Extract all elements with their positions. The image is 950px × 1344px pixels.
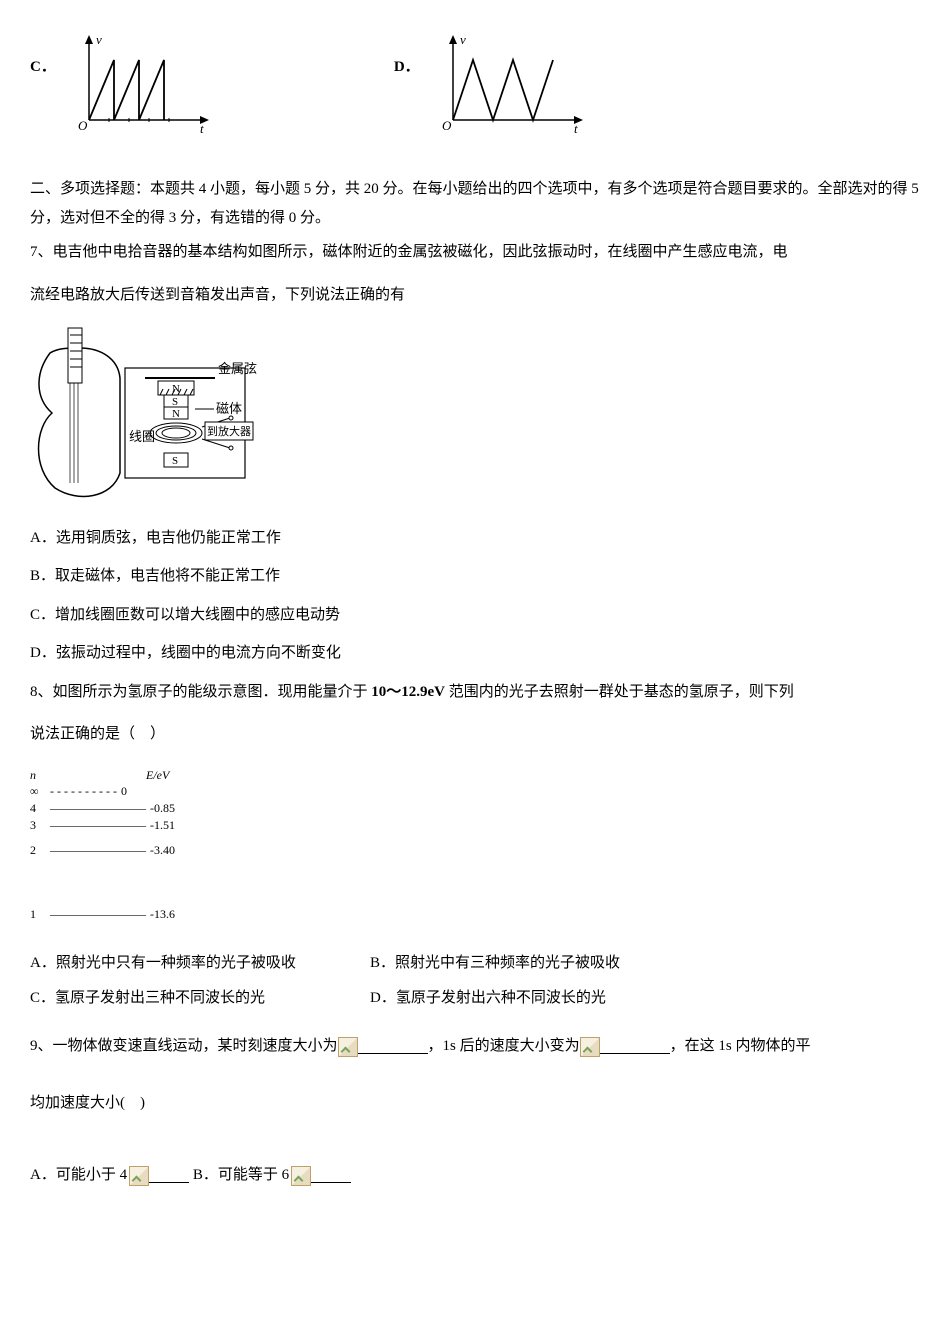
q7-choice-d: D．弦振动过程中，线圈中的电流方向不断变化 xyxy=(30,639,920,668)
q7-stem-line2: 流经电路放大后传送到音箱发出声音，下列说法正确的有 xyxy=(30,281,920,310)
q9-choice-b: B．可能等于 6 xyxy=(193,1161,351,1190)
q8-level-n-2: 2 xyxy=(30,842,46,859)
q7-label-s-top: S xyxy=(172,396,178,408)
q9-stem: 9、一物体做变速直线运动，某时刻速度大小为 ，1s 后的速度大小变为 ，在这 1… xyxy=(30,1032,810,1061)
q8-range: 10～12.9eV xyxy=(371,684,445,700)
broken-image-icon xyxy=(129,1166,149,1186)
q9-stem-p2: ，1s 后的速度大小变为 xyxy=(428,1032,580,1061)
q8-level-e-1: -13.6 xyxy=(150,906,175,923)
q7-label-coil: 线圈 xyxy=(129,429,155,444)
q9-choice-a-text: A．可能小于 4 xyxy=(30,1161,127,1190)
option-c-graph: v t O xyxy=(64,30,214,135)
q8-choices-row2: C．氢原子发射出三种不同波长的光 D．氢原子发射出六种不同波长的光 xyxy=(30,984,920,1013)
q8-level-e-inf: 0 xyxy=(121,783,127,800)
q8-stem: 8、如图所示为氢原子的能级示意图．现用能量介于 10～12.9eV 范围内的光子… xyxy=(30,678,920,707)
blank-1 xyxy=(358,1040,428,1054)
q8-level-n-inf: ∞ xyxy=(30,783,46,800)
broken-image-icon xyxy=(580,1037,600,1057)
svg-text:O: O xyxy=(78,118,88,133)
q6-options-row: C． v t O D． v t xyxy=(30,30,920,135)
q8-level-n-1: 1 xyxy=(30,906,46,923)
option-c-label: C． xyxy=(30,53,56,112)
option-d-graph: v t O xyxy=(428,30,588,135)
q9-stem-p3: ，在这 1s 内物体的平 xyxy=(670,1032,811,1061)
q9-choice-b-text: B．可能等于 6 xyxy=(193,1161,289,1190)
q7-choice-b: B．取走磁体，电吉他将不能正常工作 xyxy=(30,562,920,591)
svg-text:O: O xyxy=(442,118,452,133)
q7-label-amp: 到放大器 xyxy=(207,424,251,438)
section-2-header: 二、多项选择题：本题共 4 小题，每小题 5 分，共 20 分。在每小题给出的四… xyxy=(30,175,920,232)
q8-level-n-4: 4 xyxy=(30,800,46,817)
q9-stem-line2: 均加速度大小( ) xyxy=(30,1089,920,1118)
q7-figure: 金属弦 N S N S 磁体 线圈 到放大器 xyxy=(30,323,920,514)
q7-label-magnet: 磁体 xyxy=(216,401,242,416)
q8-stem-part1: 8、如图所示为氢原子的能级示意图．现用能量介于 xyxy=(30,684,371,700)
q8-level-header-n: n xyxy=(30,767,46,784)
q8-level-n-3: 3 xyxy=(30,817,46,834)
blank-3 xyxy=(149,1169,189,1183)
q7-label-n-mid: N xyxy=(172,408,180,420)
q8-level-e-4: -0.85 xyxy=(150,800,175,817)
q7-stem-line1: 7、电吉他中电拾音器的基本结构如图所示，磁体附近的金属弦被磁化，因此弦振动时，在… xyxy=(30,238,920,267)
q8-level-header-e: E/eV xyxy=(146,767,169,784)
svg-text:t: t xyxy=(200,121,204,135)
q8-level-e-3: -1.51 xyxy=(150,817,175,834)
q9-stem-p1: 9、一物体做变速直线运动，某时刻速度大小为 xyxy=(30,1032,338,1061)
q9-choice-a: A．可能小于 4 xyxy=(30,1161,189,1190)
q8-choice-b: B．照射光中有三种频率的光子被吸收 xyxy=(370,949,620,978)
option-d-label: D． xyxy=(394,53,420,112)
svg-text:v: v xyxy=(460,32,466,47)
svg-text:t: t xyxy=(574,121,578,135)
q8-stem-line2: 说法正确的是（ ） xyxy=(30,720,920,749)
svg-text:v: v xyxy=(96,32,102,47)
blank-4 xyxy=(311,1169,351,1183)
q7-choice-c: C．增加线圈匝数可以增大线圈中的感应电动势 xyxy=(30,601,920,630)
blank-2 xyxy=(600,1040,670,1054)
q8-choices-row1: A．照射光中只有一种频率的光子被吸收 B．照射光中有三种频率的光子被吸收 xyxy=(30,949,920,978)
q8-choice-c: C．氢原子发射出三种不同波长的光 xyxy=(30,984,370,1013)
q8-energy-diagram: n E/eV ∞ - - - - - - - - - - 0 4 ———————… xyxy=(30,767,175,924)
q7-choice-a: A．选用铜质弦，电吉他仍能正常工作 xyxy=(30,524,920,553)
q8-level-e-2: -3.40 xyxy=(150,842,175,859)
q8-stem-part2: 范围内的光子去照射一群处于基态的氢原子，则下列 xyxy=(445,684,794,700)
broken-image-icon xyxy=(338,1037,358,1057)
q8-choice-a: A．照射光中只有一种频率的光子被吸收 xyxy=(30,949,370,978)
broken-image-icon xyxy=(291,1166,311,1186)
q7-label-s-bot: S xyxy=(172,455,178,467)
q7-label-string: 金属弦 xyxy=(218,361,257,376)
q8-choice-d: D．氢原子发射出六种不同波长的光 xyxy=(370,984,606,1013)
